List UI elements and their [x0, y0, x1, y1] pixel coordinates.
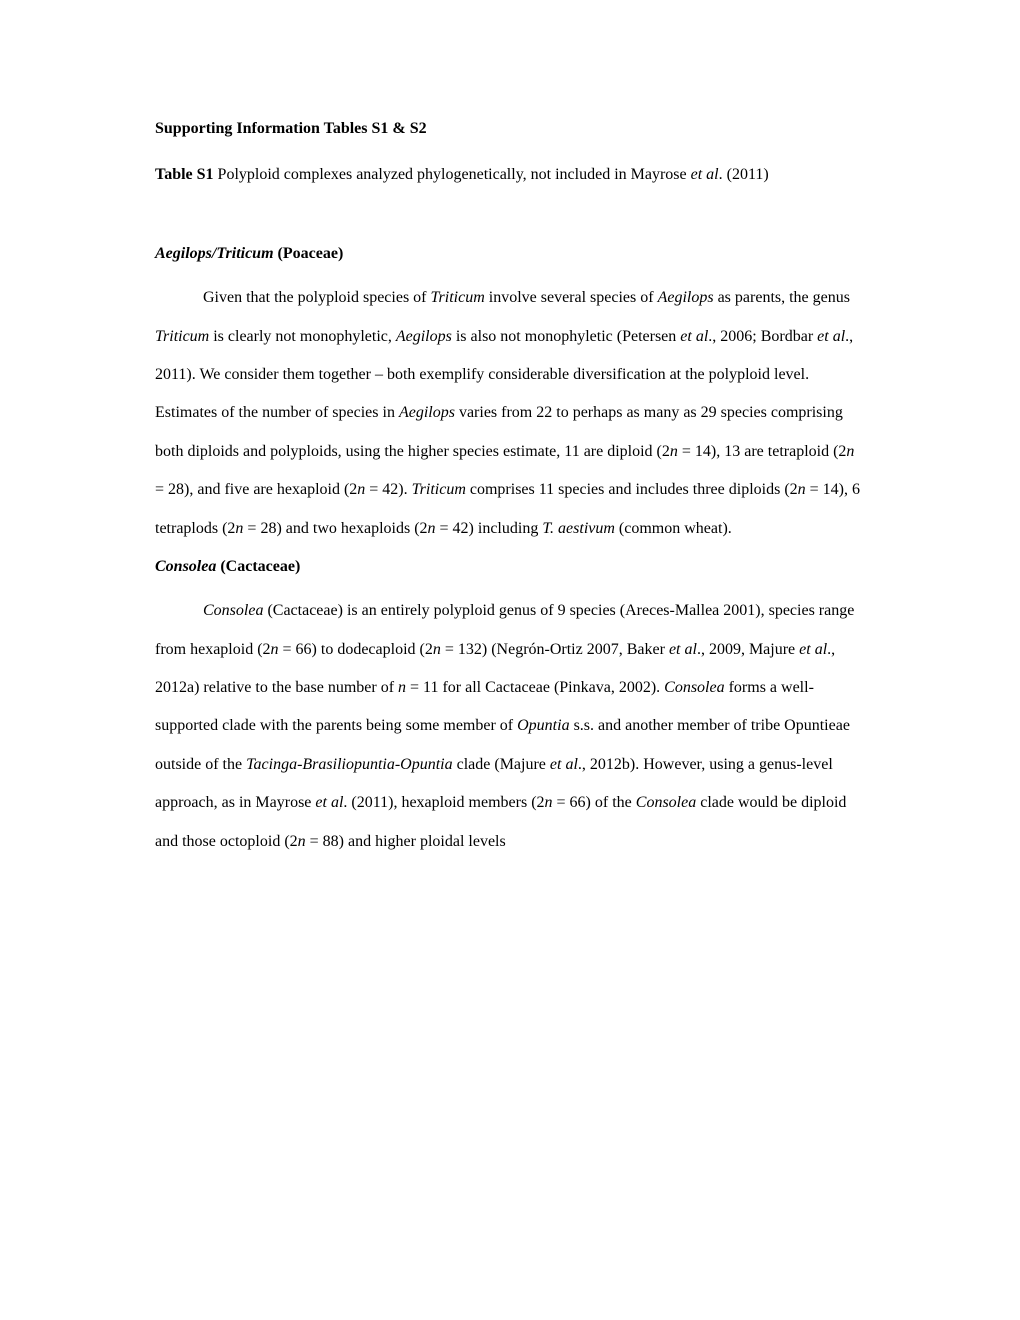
section-1-paragraph: Given that the polyploid species of Trit… [155, 279, 865, 548]
s2-t3: = 66) to dodecaploid (2 [279, 641, 433, 658]
s1-t15: = 42) including [436, 520, 543, 537]
s1-t3: as parents, the genus [714, 289, 850, 306]
s1-t5: is also not monophyletic (Petersen [452, 328, 680, 345]
table-label: Table S1 [155, 166, 214, 183]
intro-text-1: Polyploid complexes analyzed phylogeneti… [214, 166, 691, 183]
s1-t11: = 42). [365, 481, 411, 498]
s2-i14: n [298, 833, 306, 850]
section-1-heading-normal: (Poaceae) [274, 245, 344, 262]
s1-i1: Triticum [431, 289, 485, 306]
s1-t14: = 28) and two hexaploids (2 [243, 520, 427, 537]
s2-i6: n [398, 679, 406, 696]
s2-i7: Consolea [664, 679, 724, 696]
s1-i14: n [428, 520, 436, 537]
document-title: Supporting Information Tables S1 & S2 [155, 110, 865, 148]
s2-i11: et al [315, 794, 343, 811]
s2-i10: et al [550, 756, 578, 773]
intro-text-2: . (2011) [719, 166, 769, 183]
s2-i12: n [545, 794, 553, 811]
s1-i2: Aegilops [658, 289, 714, 306]
s2-i1: Consolea [203, 602, 263, 619]
intro-italic-1: et al [691, 166, 719, 183]
s2-i4: et al [669, 641, 697, 658]
s1-i12: n [798, 481, 806, 498]
section-1-heading: Aegilops/Triticum (Poaceae) [155, 235, 865, 273]
s1-t9: = 14), 13 are tetraploid (2 [678, 443, 847, 460]
s1-i9: n [846, 443, 854, 460]
section-2-heading-normal: (Cactaceae) [216, 558, 300, 575]
s1-t16: (common wheat). [615, 520, 732, 537]
s2-t4: = 132) (Negrón-Ortiz 2007, Baker [441, 641, 669, 658]
s1-i6: et al [817, 328, 845, 345]
s2-t7: = 11 for all Cactaceae (Pinkava, 2002). [406, 679, 664, 696]
s2-t15: = 88) and higher ploidal levels [306, 833, 506, 850]
s2-t12: . (2011), hexaploid members (2 [343, 794, 544, 811]
s1-i3: Triticum [155, 328, 209, 345]
s2-i3: n [433, 641, 441, 658]
s2-i8: Opuntia [517, 717, 569, 734]
s1-t1: Given that the polyploid species of [203, 289, 431, 306]
section-1-heading-italic: Aegilops/Triticum [155, 245, 274, 262]
section-2-paragraph: Consolea (Cactaceae) is an entirely poly… [155, 592, 865, 861]
s1-i4: Aegilops [396, 328, 452, 345]
s1-i5: et al [680, 328, 708, 345]
s1-i11: Triticum [412, 481, 466, 498]
s1-t10: = 28), and five are hexaploid (2 [155, 481, 357, 498]
s2-i13: Consolea [636, 794, 696, 811]
section-2-heading-italic: Consolea [155, 558, 216, 575]
s1-t6: ., 2006; Bordbar [708, 328, 817, 345]
s2-i5: et al [799, 641, 827, 658]
s1-i15: T. aestivum [542, 520, 615, 537]
section-2-heading: Consolea (Cactaceae) [155, 548, 865, 586]
s2-t5: ., 2009, Majure [697, 641, 799, 658]
s1-i8: n [670, 443, 678, 460]
s1-t2: involve several species of [485, 289, 658, 306]
s2-i9: Tacinga-Brasiliopuntia-Opuntia [246, 756, 453, 773]
s2-t10: clade (Majure [453, 756, 550, 773]
s1-t4: is clearly not monophyletic, [209, 328, 396, 345]
s2-i2: n [271, 641, 279, 658]
s1-i7: Aegilops [399, 404, 455, 421]
s2-t13: = 66) of the [553, 794, 636, 811]
table-intro: Table S1 Polyploid complexes analyzed ph… [155, 156, 865, 194]
s1-t12: comprises 11 species and includes three … [466, 481, 798, 498]
